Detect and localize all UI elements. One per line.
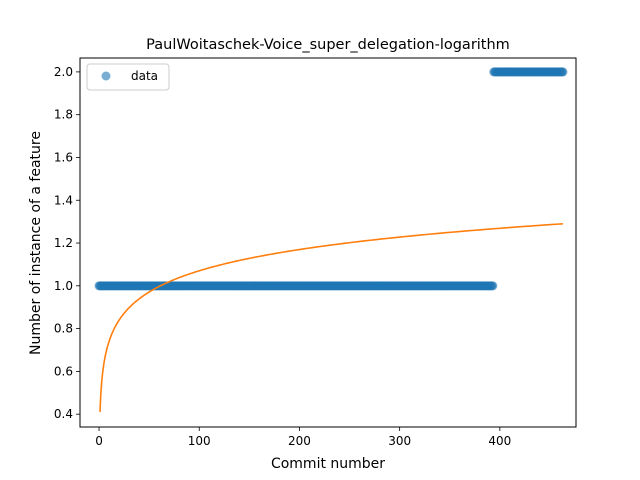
y-tick-label: 0.6 (54, 364, 73, 378)
scatter-point (488, 281, 498, 291)
legend-box (86, 63, 170, 91)
fit-line (99, 222, 564, 413)
y-tick-label: 1.8 (54, 108, 73, 122)
y-tick-label: 1.6 (54, 150, 73, 164)
legend: data (86, 63, 170, 91)
chart-title: PaulWoitaschek-Voice_super_delegation-lo… (146, 37, 510, 53)
scatter-point (558, 67, 568, 77)
legend-marker-data (101, 71, 111, 81)
x-tick-label: 400 (488, 434, 511, 448)
x-tick-label: 200 (288, 434, 311, 448)
x-tick-label: 0 (95, 434, 103, 448)
y-tick-label: 0.8 (54, 322, 73, 336)
y-tick-label: 2.0 (54, 65, 73, 79)
y-tick-label: 1.2 (54, 236, 73, 250)
y-tick-label: 1.0 (54, 279, 73, 293)
plot-marks (94, 67, 568, 413)
y-axis: 0.4 0.6 0.8 1.0 1.2 1.4 1.6 1.8 2.0 (54, 65, 80, 421)
y-tick-label: 0.4 (54, 407, 73, 421)
x-axis: 0 100 200 300 400 (95, 427, 511, 448)
legend-label-data: data (131, 69, 158, 83)
y-axis-label: Number of instance of a feature (28, 131, 44, 355)
plot-area-frame (79, 57, 577, 428)
y-tick-label: 1.4 (54, 193, 73, 207)
x-tick-label: 300 (388, 434, 411, 448)
x-axis-label: Commit number (271, 456, 385, 472)
x-tick-label: 100 (188, 434, 211, 448)
